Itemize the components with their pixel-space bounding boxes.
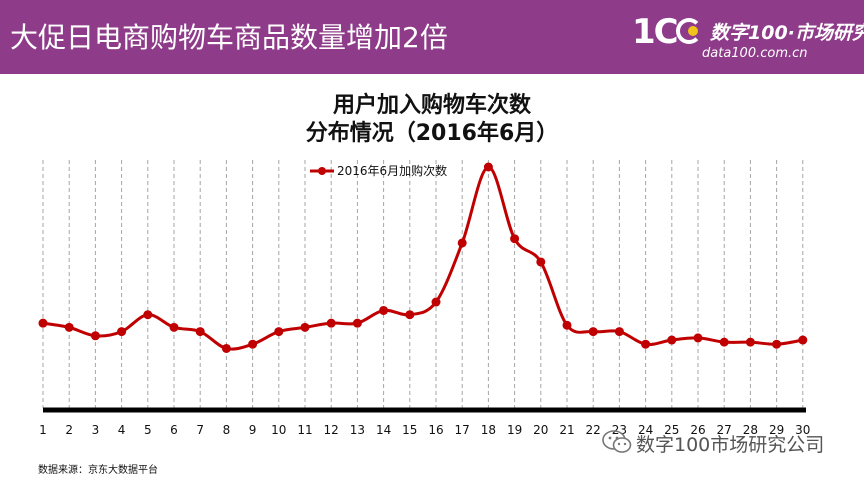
data-point-day-18 <box>483 162 493 172</box>
data-point-day-5 <box>143 310 153 320</box>
data-point-day-11 <box>300 322 310 332</box>
data-point-day-1 <box>38 318 48 328</box>
data-point-day-27 <box>719 337 729 347</box>
x-tick-label: 29 <box>769 423 784 437</box>
data-point-day-14 <box>379 305 389 315</box>
x-tick-label: 14 <box>376 423 391 437</box>
data-point-day-13 <box>352 318 362 328</box>
x-tick-label: 30 <box>795 423 810 437</box>
series-layer <box>38 162 808 353</box>
data-point-day-29 <box>772 339 782 349</box>
data-point-day-12 <box>326 318 336 328</box>
x-tick-label: 3 <box>92 423 100 437</box>
x-tick-label: 2 <box>65 423 73 437</box>
data-point-day-20 <box>536 257 546 267</box>
logo-ring-icon <box>676 18 702 44</box>
data-point-day-30 <box>798 335 808 345</box>
data-point-day-7 <box>195 327 205 337</box>
data-point-day-22 <box>588 327 598 337</box>
x-tick-label: 24 <box>638 423 653 437</box>
x-tick-label: 4 <box>118 423 126 437</box>
data-point-day-26 <box>693 333 703 343</box>
header-banner: 大促日电商购物车商品数量增加2倍 1C 数字100·市场研究 data100.c… <box>0 0 864 74</box>
wechat-icon <box>602 430 632 453</box>
page-title: 大促日电商购物车商品数量增加2倍 <box>10 21 448 54</box>
data-point-day-4 <box>117 327 127 337</box>
data-point-day-3 <box>90 331 100 341</box>
x-tick-label: 21 <box>559 423 574 437</box>
x-tick-label: 28 <box>743 423 758 437</box>
x-tick-label: 13 <box>350 423 365 437</box>
data-point-day-19 <box>510 234 520 244</box>
x-tick-label: 27 <box>717 423 732 437</box>
x-tick-label: 25 <box>664 423 679 437</box>
chart-title-line-2: 分布情况（2016年6月） <box>305 121 559 146</box>
grid-lines <box>42 160 804 408</box>
x-tick-label: 17 <box>455 423 470 437</box>
data-point-day-23 <box>614 327 624 337</box>
x-tick-label: 22 <box>586 423 601 437</box>
data-point-day-9 <box>248 339 258 349</box>
logo-dot-icon <box>688 26 698 36</box>
logo: 1C 数字100·市场研究 data100.com.cn <box>632 10 864 66</box>
line-chart: 1 2 3 4 5 6 7 8 9 10 11 12 13 14 15 16 17 18 19 20 21 22 23 24 2… <box>38 160 810 437</box>
x-tick-label: 5 <box>144 423 152 437</box>
x-tick-label: 10 <box>271 423 286 437</box>
x-tick-label: 26 <box>690 423 705 437</box>
data-point-day-24 <box>641 339 651 349</box>
data-point-day-10 <box>274 327 284 337</box>
x-tick-label: 18 <box>481 423 496 437</box>
logo-mark: 1C <box>632 12 679 52</box>
data-point-day-28 <box>745 337 755 347</box>
x-tick-label: 11 <box>297 423 312 437</box>
x-tick-label: 19 <box>507 423 522 437</box>
x-tick-label: 12 <box>324 423 339 437</box>
x-tick-label: 16 <box>428 423 443 437</box>
x-tick-label: 8 <box>223 423 231 437</box>
data-point-day-17 <box>457 238 467 248</box>
x-tick-label: 1 <box>39 423 47 437</box>
chart-title-line-1: 用户加入购物车次数 <box>332 93 531 118</box>
watermark-text: 数字100市场研究公司 <box>636 434 825 456</box>
x-tick-label: 6 <box>170 423 178 437</box>
x-tick-label: 7 <box>196 423 204 437</box>
chart-title: 用户加入购物车次数 分布情况（2016年6月） <box>232 92 632 148</box>
data-point-day-16 <box>431 297 441 307</box>
x-tick-label: 9 <box>249 423 257 437</box>
series-line <box>42 165 804 351</box>
data-point-day-21 <box>562 320 572 330</box>
data-point-day-15 <box>405 310 415 320</box>
legend: 2016年6月加购次数 <box>310 163 447 178</box>
x-tick-label: 23 <box>612 423 627 437</box>
x-tick-labels: 1 2 3 4 5 6 7 8 9 10 11 12 13 14 15 16 17 18 19 20 21 22 23 24 2… <box>39 423 810 437</box>
data-point-day-25 <box>667 335 677 345</box>
logo-url: data100.com.cn <box>702 46 808 61</box>
data-point-day-2 <box>64 322 74 332</box>
x-tick-label: 20 <box>533 423 548 437</box>
data-point-day-6 <box>169 322 179 332</box>
legend-marker <box>318 167 326 175</box>
logo-name: 数字100·市场研究 <box>710 22 864 44</box>
data-point-day-8 <box>221 343 231 353</box>
x-tick-label: 15 <box>402 423 417 437</box>
legend-label: 2016年6月加购次数 <box>337 163 447 178</box>
source-note: 数据来源：京东大数据平台 <box>38 465 158 476</box>
